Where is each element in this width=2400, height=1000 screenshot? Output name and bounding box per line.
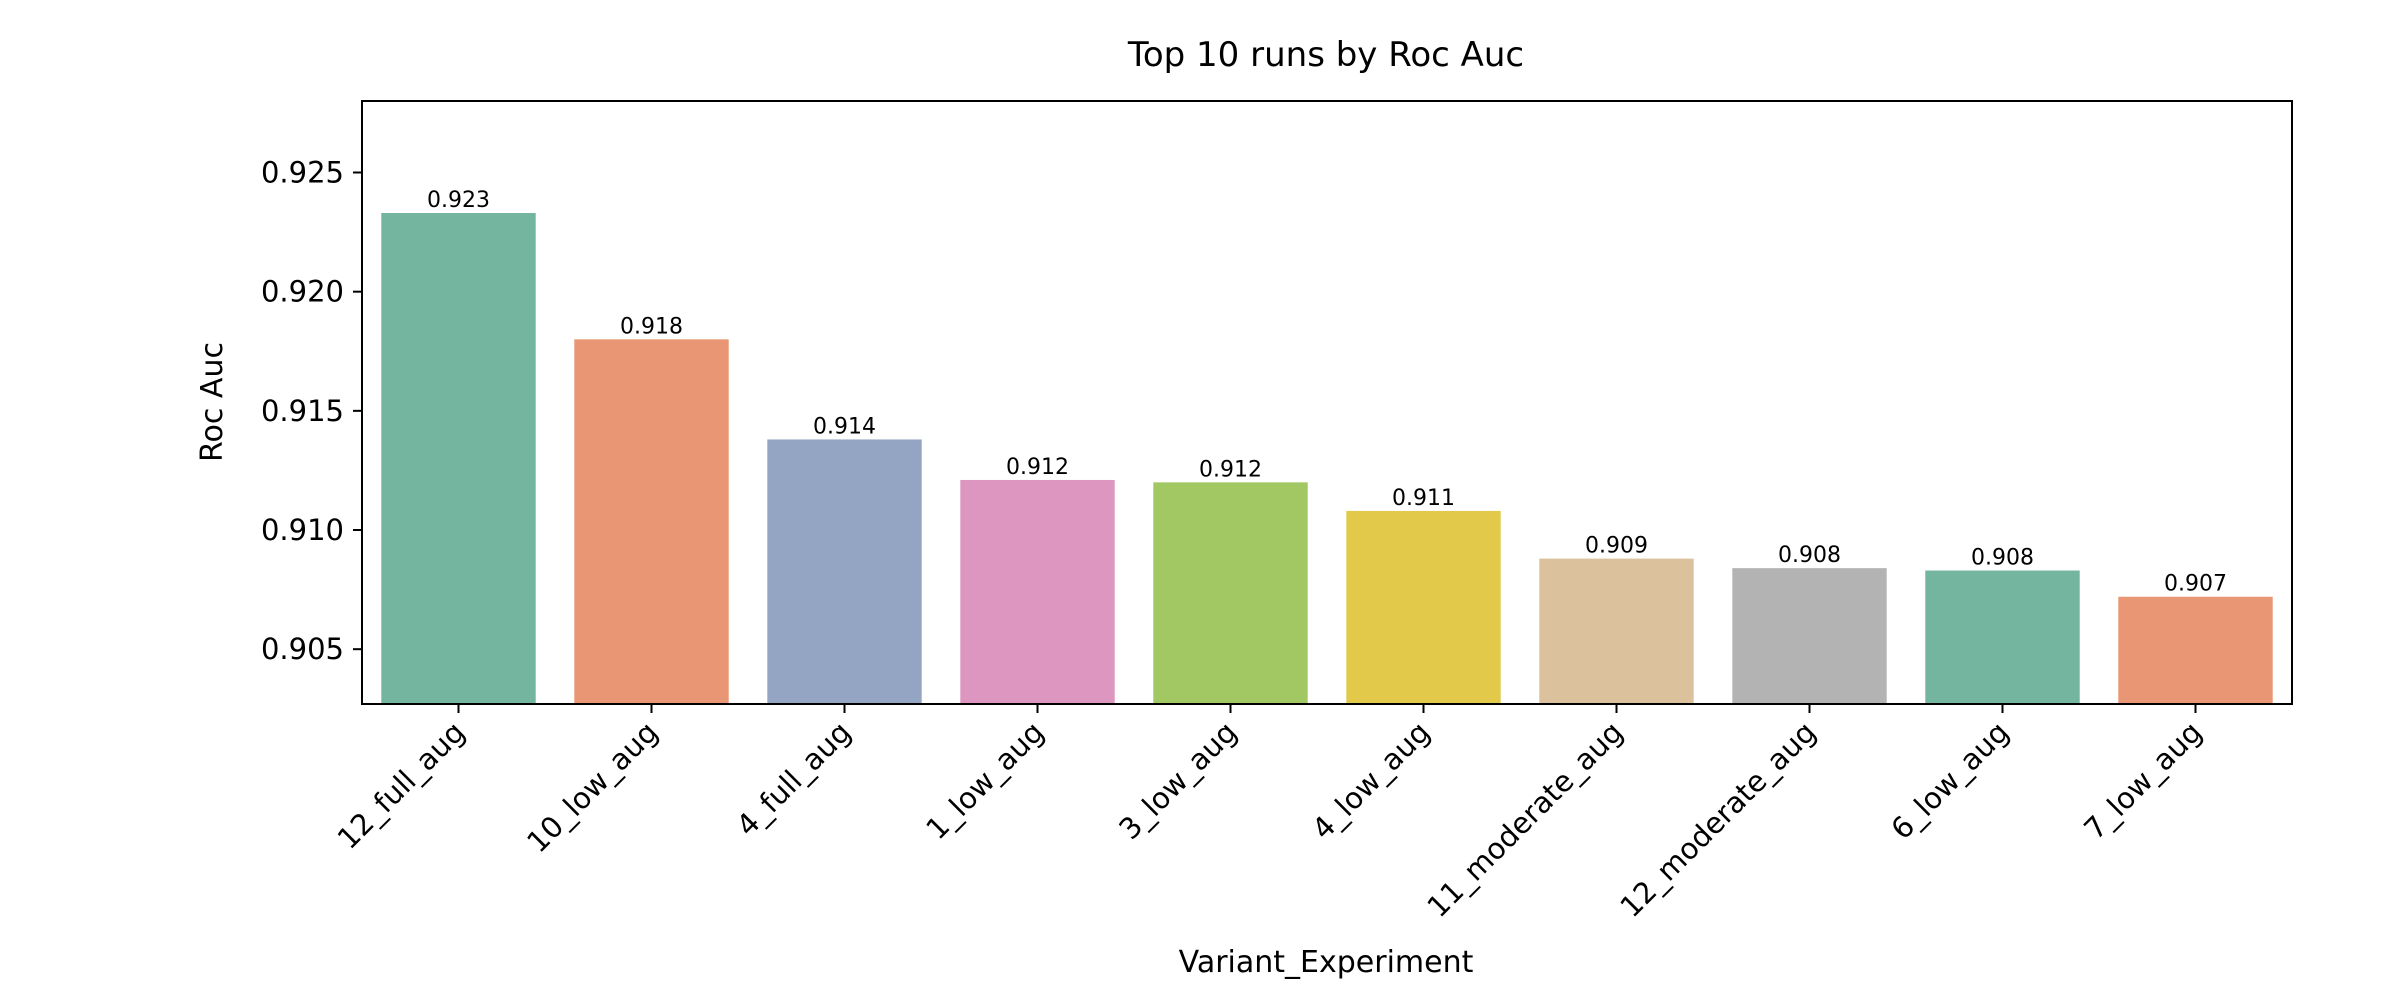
bar-value-label: 0.908 (1778, 543, 1841, 568)
y-tick-label: 0.920 (261, 275, 344, 309)
y-tick-label: 0.915 (261, 394, 344, 428)
bar (1346, 510, 1501, 704)
bar (1925, 570, 2080, 704)
bar-value-label: 0.912 (1006, 455, 1069, 480)
chart-title: Top 10 runs by Roc Auc (1127, 35, 1524, 75)
bar-value-label: 0.912 (1199, 457, 1262, 482)
x-tick-label: 4_full_aug (730, 715, 858, 843)
bar-value-label: 0.908 (1971, 546, 2034, 571)
bar (2118, 596, 2273, 704)
x-tick-label: 7_low_aug (2077, 715, 2208, 846)
bar (574, 339, 729, 704)
x-tick-label: 1_low_aug (919, 715, 1050, 846)
y-axis-label: Roc Auc (195, 342, 230, 462)
x-axis-label: Variant_Experiment (1179, 945, 1474, 980)
bar-value-label: 0.909 (1585, 534, 1648, 559)
y-tick-label: 0.925 (261, 156, 344, 190)
x-tick-label: 12_full_aug (331, 715, 472, 856)
bar (1539, 558, 1694, 704)
bar-value-label: 0.911 (1392, 486, 1455, 511)
bar (381, 213, 536, 704)
bar-value-label: 0.907 (2164, 572, 2227, 597)
bar-value-label: 0.914 (813, 414, 876, 439)
bar-value-label: 0.923 (427, 188, 490, 213)
x-tick-label: 3_low_aug (1112, 715, 1243, 846)
bar (1153, 482, 1308, 704)
x-tick-label: 10_low_aug (520, 715, 664, 859)
bar (1732, 568, 1887, 704)
bar (767, 439, 922, 704)
x-tick-label: 12_moderate_aug (1613, 715, 1822, 924)
x-tick-label: 11_moderate_aug (1420, 715, 1629, 924)
bar (960, 479, 1115, 704)
bar-value-label: 0.918 (620, 314, 683, 339)
y-tick-label: 0.905 (261, 632, 344, 666)
x-tick-label: 4_low_aug (1305, 715, 1436, 846)
y-tick-label: 0.910 (261, 513, 344, 547)
plot-frame (361, 100, 2293, 705)
x-tick-label: 6_low_aug (1884, 715, 2015, 846)
